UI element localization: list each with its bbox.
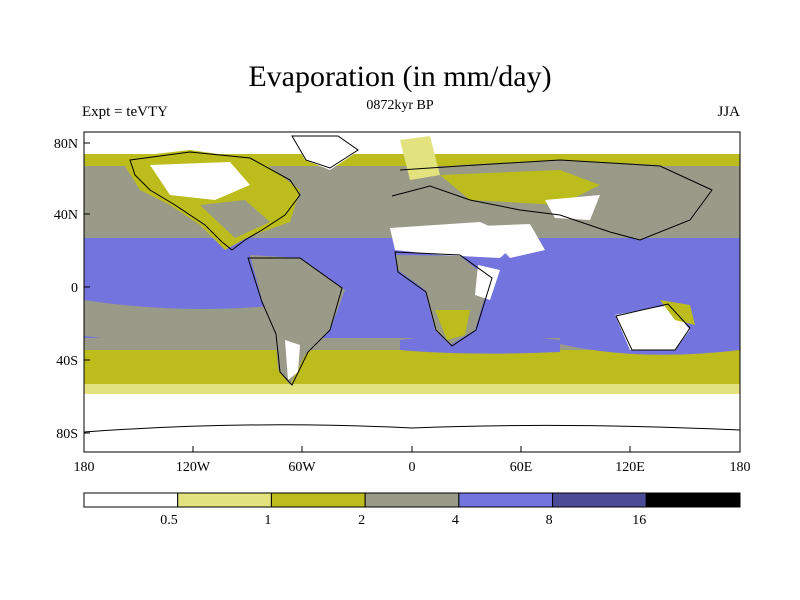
- season-label: JJA: [717, 104, 740, 120]
- east-africa-dry: [475, 265, 500, 300]
- experiment-label: Expt = teVTY: [82, 104, 168, 120]
- antarctica-land: [84, 422, 740, 452]
- legend-swatch: [458, 492, 554, 508]
- arabia-dry: [480, 224, 545, 258]
- lat-tick-label: 40N: [54, 208, 78, 223]
- south-america-land: [250, 255, 345, 385]
- australia-north-yellow: [660, 300, 695, 325]
- lat-tick-label: 40S: [56, 354, 78, 369]
- north-america-dry: [150, 162, 250, 200]
- tibet-dry: [545, 195, 600, 220]
- legend-swatch: [83, 492, 179, 508]
- australia-land: [615, 305, 690, 350]
- legend-swatch: [552, 492, 647, 508]
- southern-light-band: [84, 384, 740, 394]
- lon-tick-label: 0: [409, 460, 416, 475]
- southern-africa-yellow: [435, 310, 470, 340]
- lon-tick-label: 180: [730, 460, 751, 475]
- legend-swatch: [364, 492, 460, 508]
- legend-swatch: [270, 492, 366, 508]
- map-field: [84, 132, 740, 452]
- lon-tick-label: 120E: [615, 460, 645, 475]
- map-title: Evaporation (in mm/day): [248, 60, 552, 93]
- longitude-axis: 180 120W 60W 0 60E 120E 180: [74, 446, 751, 475]
- central-asia-yellow: [440, 170, 600, 205]
- legend-level-label: 8: [546, 513, 553, 528]
- latitude-axis: 80N 40N 0 40S 80S: [54, 137, 90, 442]
- lat-tick-label: 0: [71, 281, 78, 296]
- map-subtitle: 0872kyr BP: [366, 98, 434, 113]
- legend-swatch: [177, 492, 272, 508]
- lat-tick-label: 80S: [56, 427, 78, 442]
- legend-swatch: [645, 492, 741, 508]
- legend-level-label: 4: [452, 513, 459, 528]
- pacific-grey-tongue: [84, 300, 320, 345]
- coastlines: [84, 135, 740, 433]
- lon-tick-label: 180: [74, 460, 95, 475]
- legend-level-label: 1: [264, 513, 271, 528]
- north-america-wet: [200, 200, 270, 238]
- color-legend: 0.5 1 2 4 8 16: [83, 492, 741, 528]
- indian-ocean-blue-patch: [400, 335, 560, 354]
- legend-level-label: 0.5: [160, 513, 178, 528]
- legend-level-label: 16: [632, 513, 646, 528]
- lon-tick-label: 60W: [288, 460, 316, 475]
- lon-tick-label: 120W: [176, 460, 211, 475]
- lon-tick-label: 60E: [510, 460, 533, 475]
- legend-level-label: 2: [358, 513, 365, 528]
- lat-tick-label: 80N: [54, 137, 78, 152]
- patagonia-dry: [285, 340, 300, 380]
